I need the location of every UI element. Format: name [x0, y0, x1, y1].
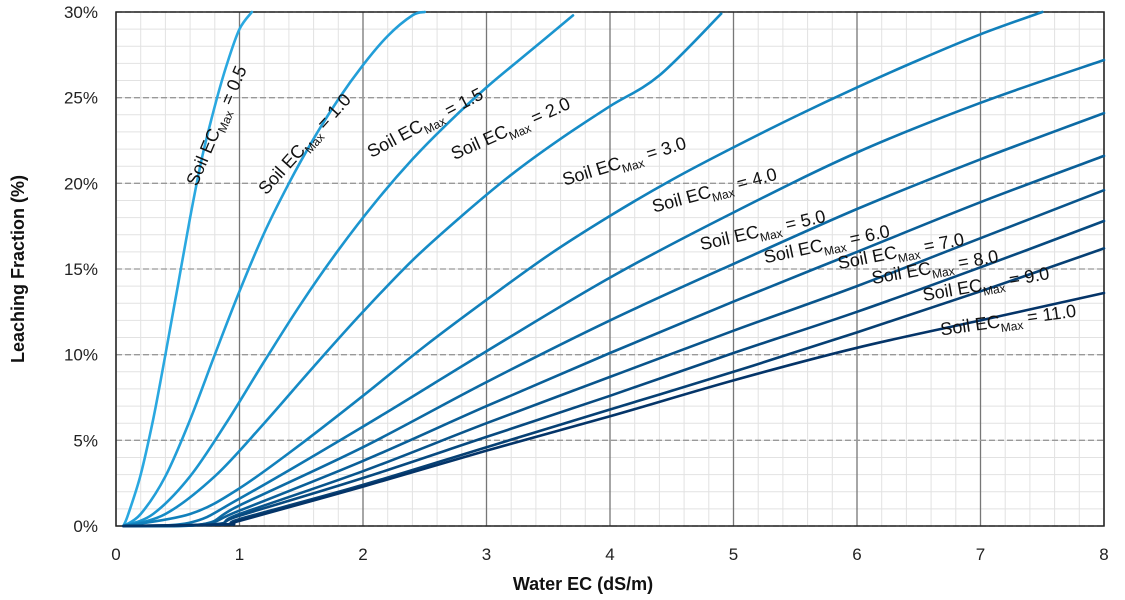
y-tick-label: 30%: [64, 3, 98, 22]
series-line: [122, 14, 575, 528]
x-tick-label: 0: [111, 545, 120, 564]
series-line: [122, 10, 1044, 528]
y-tick-label: 0%: [73, 517, 98, 536]
x-tick-label: 7: [976, 545, 985, 564]
y-tick-label: 5%: [73, 431, 98, 450]
series-line: [122, 219, 1106, 528]
y-axis-tick-labels: 0% 5% 10% 15% 20% 25% 30%: [64, 3, 98, 536]
series-line: [122, 291, 1106, 528]
y-axis-title: Leaching Fraction (%): [8, 175, 28, 363]
y-tick-label: 15%: [64, 260, 98, 279]
x-axis-title: Water EC (dS/m): [513, 574, 653, 594]
x-tick-label: 1: [235, 545, 244, 564]
curve-label: Soil ECMax = 7.0: [836, 229, 966, 277]
y-tick-label: 25%: [64, 89, 98, 108]
x-tick-label: 5: [729, 545, 738, 564]
series-line: [122, 10, 427, 528]
series-line: [122, 58, 1106, 528]
x-tick-label: 2: [358, 545, 367, 564]
series-line: [122, 154, 1106, 528]
x-tick-label: 3: [482, 545, 491, 564]
series-line: [122, 12, 723, 528]
plot-frame: [115, 11, 1105, 527]
x-tick-label: 6: [852, 545, 861, 564]
x-tick-label: 4: [605, 545, 614, 564]
x-axis-tick-labels: 0 1 2 3 4 5 6 7 8: [111, 545, 1108, 564]
series-lines: [122, 10, 1106, 528]
series-line: [122, 111, 1106, 528]
y-tick-label: 20%: [64, 174, 98, 193]
y-tick-label: 10%: [64, 346, 98, 365]
x-tick-label: 8: [1099, 545, 1108, 564]
series-line: [122, 10, 254, 528]
